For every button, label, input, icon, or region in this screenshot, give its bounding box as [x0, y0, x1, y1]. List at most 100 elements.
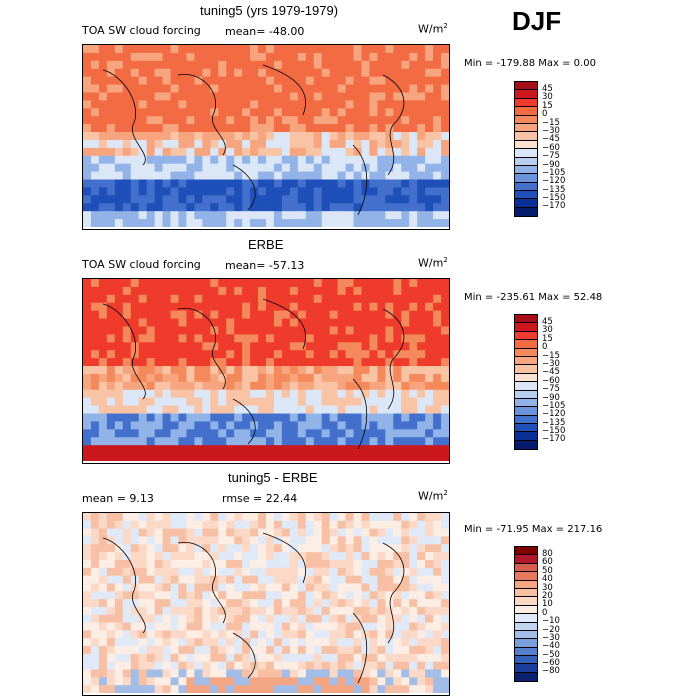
- colorbar-box: [515, 672, 537, 682]
- colorbar-box: [515, 191, 537, 200]
- colorbar-tick-label: 15: [542, 100, 553, 111]
- colorbar-tick-label: −90: [542, 159, 560, 170]
- colorbar-tick-label: −20: [542, 624, 560, 635]
- colorbar-box: [515, 555, 537, 564]
- colorbar-tick-label: 20: [542, 590, 553, 601]
- colorbar-box: [515, 140, 537, 150]
- colorbar-box: [515, 639, 537, 648]
- panel3-title: tuning5 - ERBE: [228, 470, 318, 485]
- panel3-mean: mean = 9.13: [82, 492, 154, 505]
- colorbar-tick-label: −135: [542, 417, 566, 428]
- colorbar-tick-label: −45: [542, 367, 560, 378]
- colorbar-box: [515, 547, 537, 556]
- colorbar-box: [515, 149, 537, 158]
- colorbar-box: [515, 580, 537, 589]
- colorbar-box: [515, 199, 537, 208]
- panel2-mean: mean= -57.13: [225, 259, 305, 272]
- colorbar-tick-label: 50: [542, 565, 553, 576]
- colorbar-box: [515, 132, 537, 141]
- colorbar-tick-label: −90: [542, 392, 560, 403]
- colorbar-box: [515, 390, 537, 399]
- colorbar-tick-label: −45: [542, 134, 560, 145]
- colorbar-tick-label: −60: [542, 658, 560, 669]
- colorbar-tick-label: −120: [542, 409, 566, 420]
- colorbar-tick-label: −15: [542, 117, 560, 128]
- season-label: DJF: [512, 6, 562, 36]
- panel3-map: [82, 512, 450, 696]
- colorbar-box: [515, 174, 537, 183]
- colorbar-tick-label: −135: [542, 184, 566, 195]
- panel1-field: TOA SW cloud forcing: [82, 24, 201, 37]
- panel2-colorbar: [514, 314, 538, 451]
- panel1-minmax: Min = -179.88 Max = 0.00: [464, 58, 596, 69]
- colorbar-tick-label: −150: [542, 193, 566, 204]
- colorbar-tick-label: −30: [542, 125, 560, 136]
- panel3-colorbar: [514, 546, 538, 683]
- colorbar-box: [515, 182, 537, 192]
- map-field: [83, 279, 449, 461]
- colorbar-tick-label: 10: [542, 599, 553, 610]
- colorbar-tick-label: 0: [542, 342, 548, 353]
- colorbar-tick-label: −80: [542, 666, 560, 677]
- colorbar-box: [515, 315, 537, 324]
- colorbar-box: [515, 432, 537, 441]
- colorbar-box: [515, 165, 537, 175]
- colorbar-tick-label: 30: [542, 582, 553, 593]
- colorbar-box: [515, 407, 537, 416]
- colorbar-tick-label: 60: [542, 557, 553, 568]
- colorbar-tick-label: −30: [542, 358, 560, 369]
- colorbar-tick-label: −120: [542, 176, 566, 187]
- panel1-title: tuning5 (yrs 1979-1979): [200, 3, 339, 18]
- panel2-units: W/m2: [418, 256, 448, 270]
- colorbar-box: [515, 597, 537, 606]
- panel2-map: [82, 278, 450, 464]
- colorbar-tick-label: 30: [542, 325, 553, 336]
- panel2-title: ERBE: [248, 237, 284, 252]
- colorbar-tick-label: 30: [542, 92, 553, 103]
- colorbar-tick-label: −30: [542, 632, 560, 643]
- colorbar-box: [515, 340, 537, 349]
- colorbar-tick-label: −170: [542, 434, 566, 445]
- colorbar-tick-label: 40: [542, 574, 553, 585]
- colorbar-box: [515, 622, 537, 631]
- panel3-units: W/m2: [418, 489, 448, 503]
- colorbar-box: [515, 90, 537, 99]
- colorbar-tick-label: −10: [542, 616, 560, 627]
- colorbar-box: [515, 440, 537, 450]
- panel1-mean: mean= -48.00: [225, 25, 305, 38]
- colorbar-box: [515, 323, 537, 332]
- colorbar-box: [515, 157, 537, 166]
- map-field: [83, 513, 449, 693]
- colorbar-tick-label: −170: [542, 201, 566, 212]
- colorbar-box: [515, 331, 537, 341]
- colorbar-tick-label: −105: [542, 167, 566, 178]
- panel2-colorbar-ticks: 45 30 15 0 −15 −30 −45 −60 −75 −90 −105 −120 −135 −15…: [542, 318, 565, 444]
- colorbar-tick-label: 15: [542, 333, 553, 344]
- panel2-minmax: Min = -235.61 Max = 52.48: [464, 292, 603, 303]
- colorbar-tick-label: −50: [542, 649, 560, 660]
- colorbar-box: [515, 415, 537, 425]
- colorbar-tick-label: −15: [542, 350, 560, 361]
- colorbar-tick-label: −40: [542, 641, 560, 652]
- colorbar-tick-label: −75: [542, 151, 560, 162]
- colorbar-tick-label: −150: [542, 426, 566, 437]
- colorbar-box: [515, 588, 537, 598]
- colorbar-box: [515, 647, 537, 657]
- colorbar-tick-label: 80: [542, 549, 553, 559]
- colorbar-box: [515, 424, 537, 433]
- colorbar-box: [515, 348, 537, 357]
- panel3-colorbar-ticks: 80 60 50 40 30 20 10 0 −10 −20 −30 −40 −50 −60 −80: [542, 550, 560, 676]
- colorbar-tick-label: −60: [542, 142, 560, 153]
- panel2-field: TOA SW cloud forcing: [82, 258, 201, 271]
- map-field: [83, 45, 449, 227]
- colorbar-tick-label: 0: [542, 109, 548, 120]
- colorbar-box: [515, 207, 537, 217]
- panel3-rmse: rmse = 22.44: [222, 492, 298, 505]
- colorbar-box: [515, 563, 537, 573]
- colorbar-box: [515, 115, 537, 124]
- colorbar-tick-label: 45: [542, 84, 553, 94]
- colorbar-box: [515, 382, 537, 391]
- panel1-map: [82, 44, 450, 230]
- colorbar-box: [515, 398, 537, 408]
- colorbar-tick-label: 45: [542, 317, 553, 327]
